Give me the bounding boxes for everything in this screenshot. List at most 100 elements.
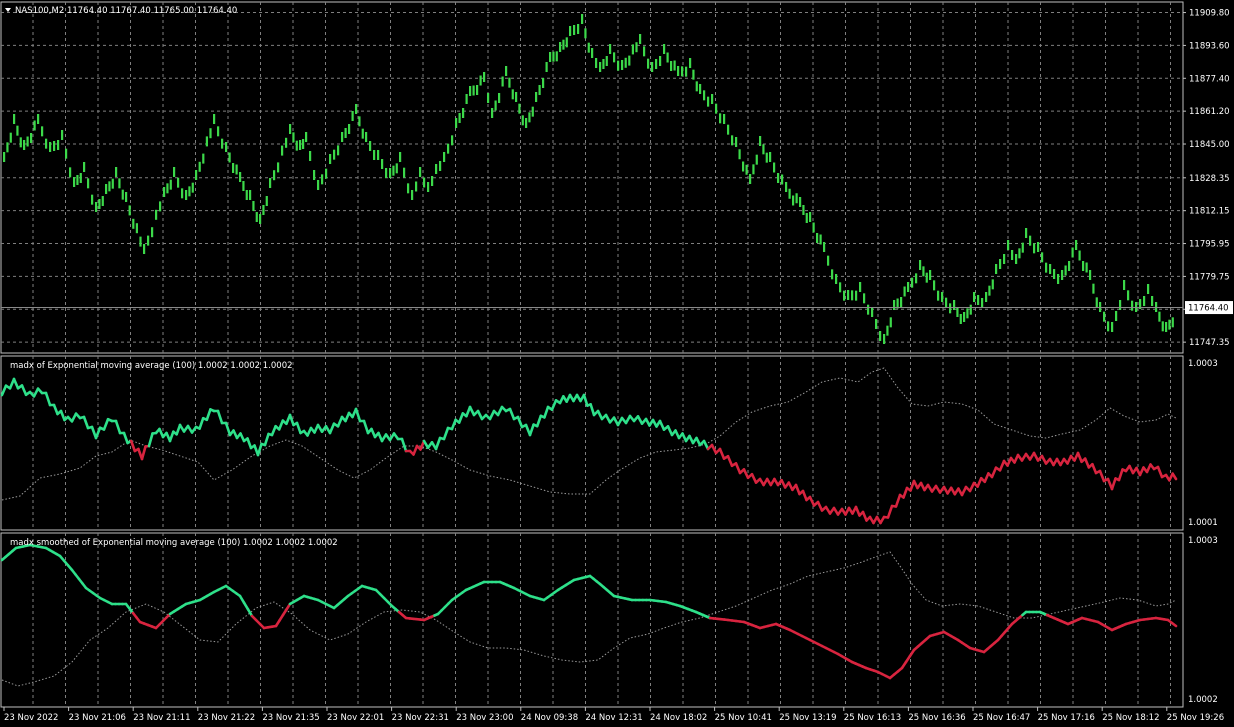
renko-bar	[108, 181, 111, 192]
renko-bar	[879, 331, 882, 341]
renko-bar	[738, 149, 741, 160]
renko-bar	[344, 128, 347, 138]
indicator-segment	[32, 387, 40, 398]
symbol-caption: NAS100,M2 11764.40 11767.40 11765.00 117…	[15, 6, 237, 16]
renko-bar	[483, 72, 486, 82]
renko-bar	[377, 150, 380, 160]
renko-bar	[525, 118, 528, 128]
renko-bar	[707, 96, 710, 107]
renko-bar	[587, 42, 590, 53]
renko-bar	[977, 295, 980, 305]
renko-bar	[373, 150, 376, 160]
renko-bar	[995, 264, 998, 274]
renko-bar	[959, 314, 962, 324]
indicator-segment	[604, 413, 612, 424]
renko-bar	[559, 42, 562, 52]
renko-bar	[685, 66, 688, 77]
renko-bar	[1123, 280, 1126, 290]
indicator-segment	[886, 504, 894, 519]
renko-bar	[217, 126, 220, 137]
symbol-header: NAS100,M2 11764.40 11767.40 11765.00 117…	[5, 6, 237, 16]
renko-bar	[1064, 265, 1067, 276]
renko-bar	[228, 152, 231, 163]
indicator-1-caption: madx of Exponential moving average (100)…	[10, 361, 293, 371]
caret-down-icon[interactable]	[5, 8, 11, 12]
current-price-label: 11764.40	[1188, 304, 1229, 314]
renko-bar	[781, 174, 784, 185]
indicator-segment	[277, 419, 285, 431]
renko-bar	[1143, 296, 1146, 306]
renko-bar	[631, 44, 634, 55]
indicator-segment	[344, 411, 351, 423]
renko-bars[interactable]	[3, 14, 1174, 344]
renko-bar	[875, 319, 878, 329]
renko-bar	[13, 114, 16, 124]
renko-bar	[265, 196, 268, 206]
price-pane[interactable]: 11909.80 11893.60 11877.40 11861.20 11845.00…	[0, 1, 1233, 354]
renko-bar	[699, 84, 702, 94]
renko-bar	[605, 56, 608, 66]
indicator-segment	[960, 485, 968, 497]
renko-bar	[809, 212, 812, 222]
indicator-pane-2[interactable]: madx smoothed of Exponential moving aver…	[0, 532, 1218, 708]
indicator-segment	[998, 459, 1006, 472]
time-tick-label: 23 Nov 2022	[4, 713, 58, 723]
renko-bar	[91, 194, 94, 205]
time-tick-label: 23 Nov 21:22	[198, 713, 255, 723]
renko-bar	[26, 136, 29, 147]
renko-bar	[521, 115, 524, 126]
indicator-segment	[543, 405, 550, 419]
indicator-segment	[52, 403, 59, 416]
indicator-segment	[589, 403, 596, 417]
indicator-segment	[742, 468, 750, 480]
renko-bar	[773, 162, 776, 173]
renko-bar	[1068, 261, 1071, 271]
renko-bar	[742, 161, 745, 172]
renko-bar	[591, 48, 594, 58]
indicator-pane-1[interactable]: madx of Exponential moving average (100)…	[0, 355, 1218, 531]
indicator-1-main-line	[0, 377, 1178, 525]
indicator-1-grid	[32, 356, 1171, 530]
renko-bar	[143, 244, 146, 254]
indicator-segment	[861, 510, 868, 522]
time-tick-label: 23 Nov 21:35	[262, 713, 319, 723]
renko-bar	[415, 181, 418, 192]
renko-bar	[476, 85, 479, 95]
renko-bar	[472, 85, 475, 96]
time-tick-label: 25 Nov 16:13	[844, 713, 901, 723]
renko-bar	[155, 209, 158, 220]
renko-bar	[1089, 270, 1092, 280]
renko-bar	[953, 300, 956, 310]
time-tick-label: 25 Nov 16:47	[973, 713, 1030, 723]
indicator-segment	[636, 415, 644, 425]
renko-bar	[235, 164, 238, 175]
renko-bar	[922, 266, 925, 277]
indicator-segment	[256, 442, 263, 457]
renko-bar	[863, 293, 866, 304]
renko-bar	[893, 300, 896, 310]
renko-bar	[281, 145, 284, 156]
renko-bar	[867, 304, 870, 315]
indicator-segment	[216, 409, 224, 425]
renko-bar	[1107, 321, 1110, 332]
renko-bar	[663, 44, 666, 54]
renko-bar	[670, 61, 673, 71]
renko-bar	[202, 153, 205, 164]
renko-bar	[447, 143, 450, 154]
renko-bar	[843, 290, 846, 301]
renko-bar	[1155, 302, 1158, 312]
renko-bar	[719, 113, 722, 124]
renko-bar	[173, 167, 176, 177]
renko-bar	[295, 140, 298, 151]
time-tick-label: 23 Nov 22:31	[392, 713, 449, 723]
price-tick-label: 11828.35	[1189, 174, 1230, 184]
renko-bar	[584, 28, 587, 39]
indicator-segment	[362, 419, 370, 435]
renko-bar	[313, 170, 316, 180]
renko-bar	[1135, 302, 1138, 312]
renko-bar	[859, 282, 862, 292]
renko-bar	[929, 270, 932, 280]
renko-bar	[673, 60, 676, 71]
renko-bar	[515, 92, 518, 102]
